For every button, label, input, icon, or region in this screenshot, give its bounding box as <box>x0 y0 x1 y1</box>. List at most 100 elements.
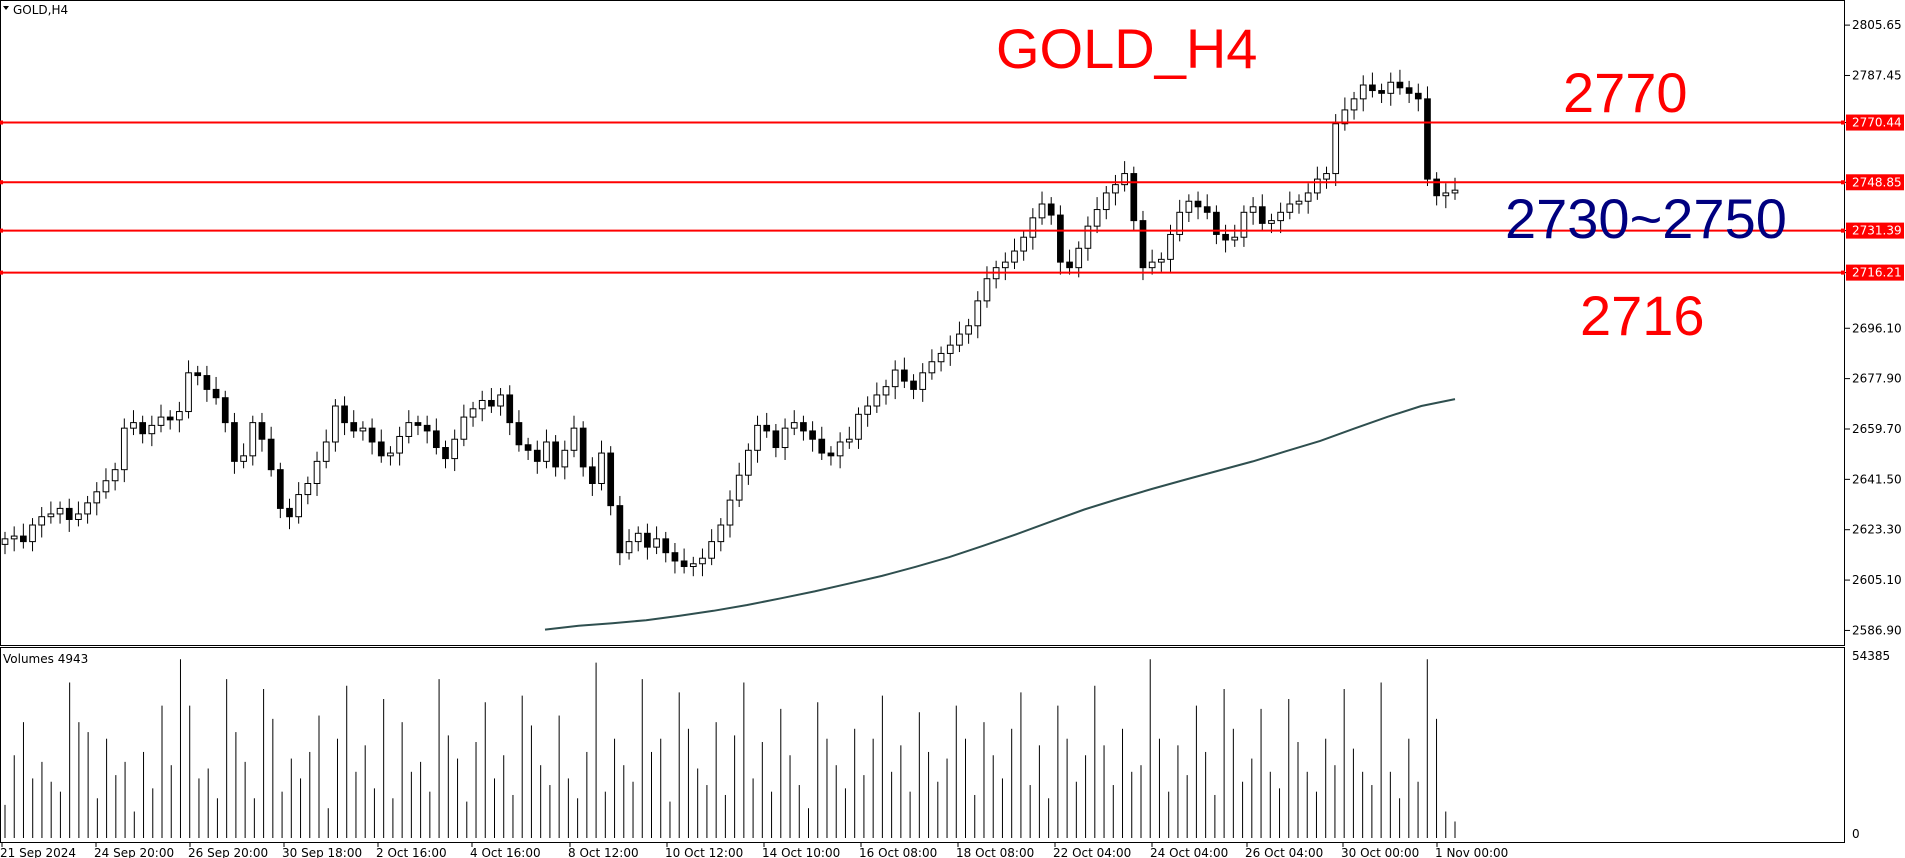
candle-body <box>240 455 247 462</box>
candle-body <box>772 430 780 449</box>
x-tick-label: 22 Oct 04:00 <box>1053 846 1131 858</box>
candles-layer <box>1 69 1459 577</box>
y-tick-label: 2770.44 <box>1852 116 1902 130</box>
level-line-anchor[interactable] <box>1841 270 1845 275</box>
candle-body <box>607 452 615 507</box>
level-line-anchor[interactable] <box>0 120 3 125</box>
moving-average-line <box>544 398 1456 631</box>
candle-body <box>47 513 55 518</box>
candle-body <box>598 452 605 484</box>
candle-body <box>616 505 624 554</box>
candle-body <box>515 422 523 446</box>
chart-title: GOLD_H4 <box>996 17 1257 80</box>
candle-body <box>1350 98 1358 111</box>
candle-body <box>93 491 101 504</box>
candle-body <box>29 524 36 543</box>
level-line-anchor[interactable] <box>1841 120 1845 125</box>
x-tick-label: 8 Oct 12:00 <box>568 846 639 858</box>
candle-body <box>1185 200 1193 213</box>
candle-body <box>570 427 578 451</box>
candle-body <box>111 469 119 482</box>
candle-body <box>1194 200 1202 208</box>
candle-body <box>286 507 293 518</box>
candle-body <box>1112 184 1119 194</box>
candle-body <box>488 399 495 407</box>
candle-body <box>689 563 697 568</box>
candle-body <box>387 452 394 457</box>
candle-body <box>845 438 853 443</box>
candle-body <box>790 422 798 429</box>
candle-body <box>1066 261 1073 269</box>
candle-body <box>864 405 872 415</box>
y-tick-label: 2716.21 <box>1852 266 1902 280</box>
candle-body <box>1313 178 1321 194</box>
candle-body <box>983 278 991 302</box>
y-tick-label: 2659.70 <box>1852 422 1902 436</box>
y-tick-label: 2623.30 <box>1852 523 1902 537</box>
candle-body <box>1442 192 1450 197</box>
annotation-level-lower: 2716 <box>1580 284 1705 347</box>
level-price-tag <box>1846 174 1904 191</box>
candle-body <box>423 424 431 432</box>
candle-body <box>634 532 642 543</box>
candle-body <box>1249 206 1257 213</box>
y-tick-label: 2696.10 <box>1852 321 1902 335</box>
candle-body <box>75 513 82 520</box>
x-tick-label: 2 Oct 16:00 <box>376 846 447 858</box>
candle-body <box>699 557 706 565</box>
candle-body <box>1268 220 1275 224</box>
candle-body <box>276 469 284 509</box>
candle-body <box>1203 206 1211 213</box>
candle-body <box>10 535 18 540</box>
candle-body <box>910 380 917 390</box>
candle-body <box>304 483 312 496</box>
candle-body <box>176 411 183 421</box>
level-line-anchor[interactable] <box>1841 180 1845 185</box>
candle-body <box>1222 233 1229 241</box>
candle-body <box>1001 261 1009 269</box>
candle-body <box>708 541 715 559</box>
candle-body <box>882 386 890 396</box>
candle-body <box>194 372 202 377</box>
price-axis: 2805.65 2787.45 2770.44 2748.85 2731.39 2716.… <box>1845 18 1904 637</box>
candle-body <box>873 394 881 407</box>
volume-axis-min: 0 <box>1852 827 1860 841</box>
candle-body <box>1084 225 1092 249</box>
candle-body <box>561 449 569 468</box>
candle-body <box>258 422 266 440</box>
candle-body <box>809 430 816 440</box>
candle-body <box>322 441 330 462</box>
x-tick-label: 4 Oct 16:00 <box>470 846 541 858</box>
y-tick-label: 2677.90 <box>1852 372 1902 386</box>
candle-body <box>552 441 559 468</box>
candle-body <box>460 416 468 440</box>
candle-body <box>671 552 679 562</box>
candle-body <box>1029 217 1037 238</box>
candle-body <box>745 449 752 476</box>
candle-body <box>1057 214 1064 263</box>
candle-body <box>506 394 514 424</box>
candle-body <box>1157 258 1165 263</box>
candle-body <box>478 399 486 410</box>
candle-body <box>65 507 73 520</box>
candle-body <box>1369 84 1376 92</box>
candle-body <box>754 424 761 451</box>
level-price-tag <box>1846 222 1904 239</box>
symbol-label: GOLD,H4 <box>13 3 68 17</box>
level-line-anchor[interactable] <box>0 180 3 185</box>
candle-body <box>1240 211 1248 238</box>
y-tick-label: 2641.50 <box>1852 472 1902 486</box>
dropdown-triangle-icon[interactable] <box>3 6 9 10</box>
level-line-anchor[interactable] <box>1841 228 1845 233</box>
candle-body <box>763 424 771 432</box>
candle-body <box>1323 173 1330 180</box>
x-tick-label: 24 Sep 20:00 <box>94 846 174 858</box>
x-tick-label: 26 Oct 04:00 <box>1245 846 1323 858</box>
candle-body <box>937 352 945 363</box>
level-line-anchor[interactable] <box>0 270 3 275</box>
candle-body <box>1387 81 1395 94</box>
candle-body <box>1433 178 1440 197</box>
candle-body <box>157 416 165 426</box>
level-line-anchor[interactable] <box>0 228 3 233</box>
candle-body <box>341 405 348 424</box>
